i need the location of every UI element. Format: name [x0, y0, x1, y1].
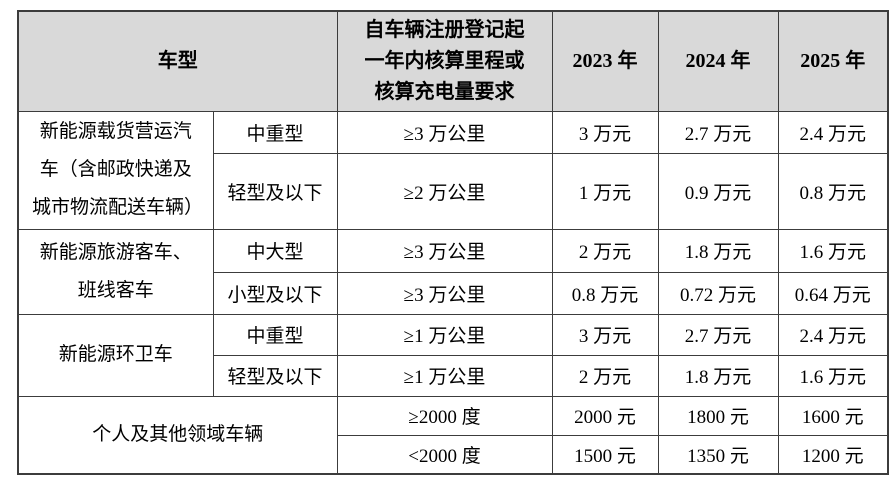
value-cell-2025: 2.4 万元	[777, 110, 889, 154]
value-cell-2023: 2 万元	[551, 228, 659, 273]
requirement-cell: ≥3 万公里	[336, 271, 553, 315]
requirement-cell: <2000 度	[336, 434, 553, 475]
requirement-cell: ≥2000 度	[336, 395, 553, 436]
table-row: 轻型及以下 ≥1 万公里 2 万元 1.8 万元 1.6 万元	[18, 354, 889, 397]
value-cell-2025: 1600 元	[777, 395, 889, 436]
requirement-cell: ≥3 万公里	[336, 228, 553, 273]
value-cell-2025: 0.8 万元	[777, 152, 889, 230]
table-row: <2000 度 1500 元 1350 元 1200 元	[18, 434, 889, 475]
value-cell-2023: 3 万元	[551, 110, 659, 154]
value-cell-2023: 1500 元	[551, 434, 659, 475]
header-row: 车型 自车辆注册登记起一年内核算里程或核算充电量要求 2023 年 2024 年…	[17, 10, 889, 112]
value-cell-2023: 3 万元	[551, 313, 659, 356]
category-cell-freight: 新能源载货营运汽车（含邮政快递及城市物流配送车辆）	[17, 110, 214, 230]
table-row: 新能源环卫车 中重型 ≥1 万公里 3 万元 2.7 万元 2.4 万元	[17, 313, 889, 397]
value-cell-2023: 2 万元	[551, 354, 659, 397]
table-row: 小型及以下 ≥3 万公里 0.8 万元 0.72 万元 0.64 万元	[18, 271, 889, 315]
header-year-2023: 2023 年	[551, 10, 659, 112]
value-cell-2025: 1200 元	[777, 434, 889, 475]
subtype-cell: 中大型	[212, 228, 338, 273]
value-cell-2024: 1350 元	[657, 434, 779, 475]
subtype-cell: 轻型及以下	[212, 354, 338, 397]
category-cell-sanitation: 新能源环卫车	[17, 313, 214, 397]
subtype-cell: 中重型	[212, 110, 338, 154]
requirement-cell: ≥3 万公里	[336, 110, 553, 154]
value-cell-2025: 0.64 万元	[777, 271, 889, 315]
subtype-cell: 轻型及以下	[212, 152, 338, 230]
value-cell-2023: 2000 元	[551, 395, 659, 436]
header-year-2024: 2024 年	[657, 10, 779, 112]
subsidy-standards-table: 车型 自车辆注册登记起一年内核算里程或核算充电量要求 2023 年 2024 年…	[17, 10, 889, 475]
value-cell-2024: 0.9 万元	[657, 152, 779, 230]
value-cell-2025: 1.6 万元	[777, 354, 889, 397]
header-requirement-text: 自车辆注册登记起一年内核算里程或核算充电量要求	[364, 18, 525, 103]
value-cell-2025: 1.6 万元	[777, 228, 889, 273]
value-cell-2023: 0.8 万元	[551, 271, 659, 315]
value-cell-2025: 2.4 万元	[777, 313, 889, 356]
table-row: 新能源旅游客车、班线客车 中大型 ≥3 万公里 2 万元 1.8 万元 1.6 …	[17, 228, 889, 315]
value-cell-2024: 1800 元	[657, 395, 779, 436]
subtype-cell: 小型及以下	[212, 271, 338, 315]
value-cell-2024: 1.8 万元	[657, 228, 779, 273]
requirement-cell: ≥1 万公里	[336, 354, 553, 397]
table-row: 新能源载货营运汽车（含邮政快递及城市物流配送车辆） 中重型 ≥3 万公里 3 万…	[17, 110, 889, 230]
subtype-cell: 中重型	[212, 313, 338, 356]
value-cell-2024: 1.8 万元	[657, 354, 779, 397]
value-cell-2023: 1 万元	[551, 152, 659, 230]
table-body: 新能源载货营运汽车（含邮政快递及城市物流配送车辆） 中重型 ≥3 万公里 3 万…	[17, 110, 889, 475]
value-cell-2024: 2.7 万元	[657, 313, 779, 356]
category-cell-bus: 新能源旅游客车、班线客车	[17, 228, 214, 315]
header-year-2025: 2025 年	[777, 10, 889, 112]
table-row: 个人及其他领域车辆 ≥2000 度 2000 元 1800 元 1600 元	[17, 395, 889, 475]
value-cell-2024: 0.72 万元	[657, 271, 779, 315]
header-vehicle-type: 车型	[17, 10, 338, 112]
category-cell-personal: 个人及其他领域车辆	[17, 395, 338, 475]
table-row: 轻型及以下 ≥2 万公里 1 万元 0.9 万元 0.8 万元	[18, 152, 889, 230]
value-cell-2024: 2.7 万元	[657, 110, 779, 154]
requirement-cell: ≥1 万公里	[336, 313, 553, 356]
requirement-cell: ≥2 万公里	[336, 152, 553, 230]
table-header: 车型 自车辆注册登记起一年内核算里程或核算充电量要求 2023 年 2024 年…	[17, 10, 889, 112]
header-requirement: 自车辆注册登记起一年内核算里程或核算充电量要求	[336, 10, 553, 112]
